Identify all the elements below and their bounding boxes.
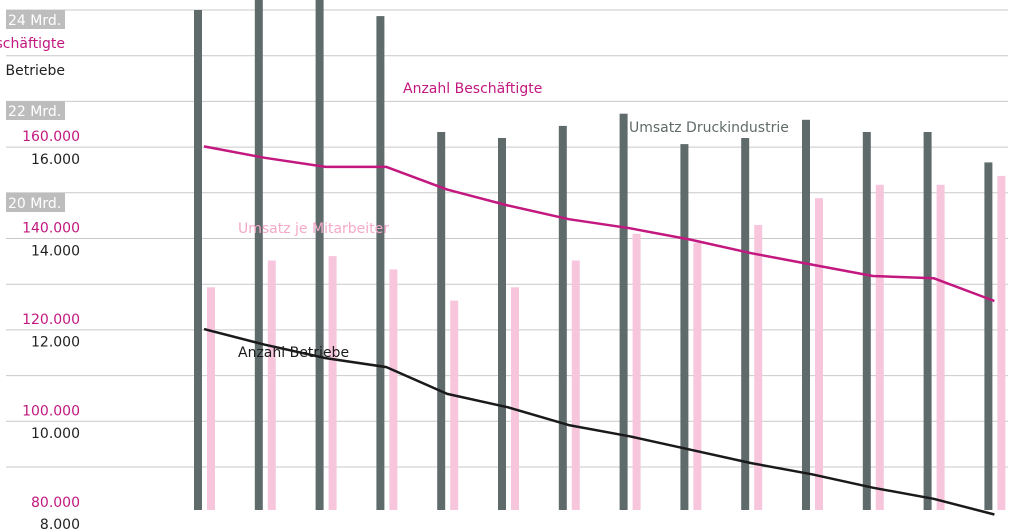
label-anzahl-betriebe: Anzahl Betriebe (238, 345, 349, 361)
bar-umsatz-druckindustrie (315, 0, 324, 511)
bar-umsatz-druckindustrie (984, 162, 993, 510)
series-labels: Umsatz Druckindustrie Umsatz je Mitarbeit… (238, 81, 789, 361)
betriebe-axis-title: Betriebe (6, 63, 65, 79)
bar-umsatz-druckindustrie (680, 144, 689, 510)
umsatz-tick-box (6, 10, 65, 29)
umsatz-tick-box (6, 193, 65, 212)
bar-umsatz-je-mitarbeiter (267, 260, 276, 510)
bar-umsatz-je-mitarbeiter (389, 269, 398, 510)
bar-umsatz-je-mitarbeiter (997, 175, 1006, 510)
umsatz-tick-label: 22 Mrd. (8, 104, 61, 120)
bar-umsatz-druckindustrie (862, 132, 871, 510)
beschaeftigte-tick-label: 140.000 (22, 221, 80, 237)
bar-umsatz-je-mitarbeiter (511, 287, 519, 510)
line-anzahl-betriebe (203, 327, 995, 516)
bar-umsatz-je-mitarbeiter (754, 224, 763, 510)
bar-umsatz-je-mitarbeiter (936, 184, 945, 511)
label-anzahl-beschaeftigte: Anzahl Beschäftigte (403, 81, 542, 97)
bar-umsatz-druckindustrie (254, 0, 263, 510)
umsatz-tick-label: 20 Mrd. (8, 196, 61, 212)
betriebe-tick-label: 8.000 (40, 517, 80, 529)
betriebe-tick-label: 10.000 (31, 426, 80, 442)
betriebe-tick-label: 14.000 (31, 243, 80, 259)
bar-umsatz-druckindustrie (194, 10, 202, 510)
grid-lines (6, 9, 1008, 468)
bar-umsatz-druckindustrie (741, 138, 750, 510)
bar-umsatz-je-mitarbeiter (815, 198, 823, 510)
series-lines (203, 145, 995, 516)
bar-umsatz-druckindustrie (802, 119, 810, 511)
bar-umsatz-je-mitarbeiter (875, 184, 884, 511)
bar-umsatz-druckindustrie (376, 16, 385, 510)
axis-labels: 24 Mrd. 22 Mrd. 20 Mrd. Beschäftigte 160.000… (0, 10, 80, 529)
bar-umsatz-je-mitarbeiter (450, 300, 459, 510)
beschaeftigte-tick-label: 80.000 (31, 495, 80, 511)
line-anzahl-beschaeftigte (203, 145, 995, 303)
bar-umsatz-druckindustrie (923, 132, 932, 510)
beschaeftigte-axis-title: Beschäftigte (0, 36, 65, 52)
bar-umsatz-je-mitarbeiter (328, 256, 337, 510)
label-umsatz-druckindustrie: Umsatz Druckindustrie (629, 120, 789, 136)
bar-umsatz-je-mitarbeiter (693, 242, 702, 510)
beschaeftigte-tick-label: 160.000 (22, 129, 80, 145)
bar-umsatz-druckindustrie (498, 138, 506, 510)
label-umsatz-je-mitarbeiter: Umsatz je Mitarbeiter (238, 221, 389, 237)
beschaeftigte-tick-label: 120.000 (22, 312, 80, 328)
bar-umsatz-druckindustrie (437, 132, 446, 510)
bar-umsatz-druckindustrie (558, 125, 567, 511)
beschaeftigte-tick-label: 100.000 (22, 404, 80, 420)
betriebe-tick-label: 12.000 (31, 335, 80, 351)
bar-umsatz-je-mitarbeiter (207, 287, 215, 510)
bar-umsatz-je-mitarbeiter (571, 260, 580, 510)
bar-umsatz-je-mitarbeiter (632, 233, 641, 511)
umsatz-tick-label: 24 Mrd. (8, 13, 61, 29)
betriebe-tick-label: 16.000 (31, 152, 80, 168)
umsatz-tick-box (6, 101, 65, 120)
bars (194, 0, 1006, 511)
bar-umsatz-druckindustrie (619, 113, 628, 510)
